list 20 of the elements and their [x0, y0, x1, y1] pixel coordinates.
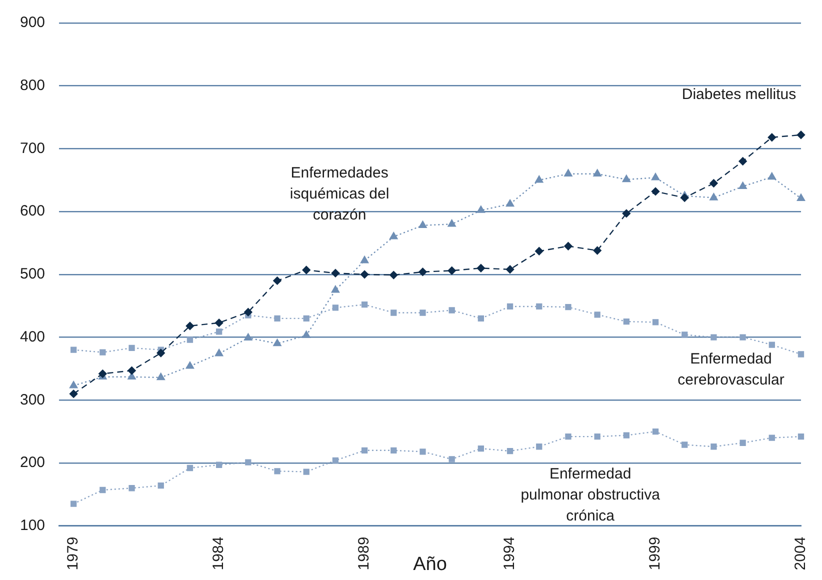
- y-tick-label: 500: [20, 266, 46, 283]
- y-tick-label: 600: [20, 202, 46, 220]
- y-tick-label: 200: [20, 454, 46, 472]
- x-tick-label: 1989: [356, 536, 373, 570]
- x-tick-label: 1984: [210, 536, 228, 570]
- series-label: Enfermedad pulmonar obstructiva crónica: [520, 466, 661, 525]
- series-label: Enfermedades isquémicas del corazón: [290, 164, 390, 224]
- series-label: Diabetes mellitus: [682, 86, 796, 104]
- x-tick-label: 1979: [64, 536, 82, 570]
- x-tick-label: 2004: [792, 536, 810, 570]
- y-tick-label: 100: [20, 516, 46, 534]
- y-tick-label: 900: [20, 14, 46, 32]
- x-tick-label: 1994: [501, 536, 518, 570]
- y-tick-label: 700: [20, 140, 46, 157]
- x-axis-title: Año: [413, 554, 447, 575]
- y-tick-label: 300: [20, 391, 46, 408]
- x-tick-label: 1999: [646, 536, 664, 570]
- series-label: Enfermedad cerebrovascular: [678, 350, 784, 388]
- y-tick-label: 400: [20, 328, 46, 346]
- y-tick-label: 800: [20, 76, 46, 94]
